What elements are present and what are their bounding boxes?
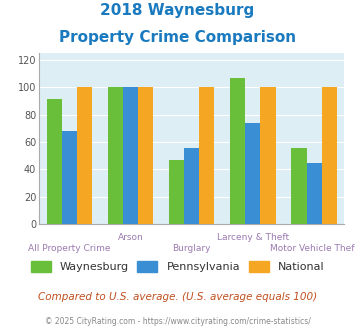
Text: © 2025 CityRating.com - https://www.cityrating.com/crime-statistics/: © 2025 CityRating.com - https://www.city… bbox=[45, 317, 310, 326]
Text: Property Crime Comparison: Property Crime Comparison bbox=[59, 30, 296, 45]
Bar bbox=[138, 87, 153, 224]
Bar bbox=[108, 87, 123, 224]
Bar bbox=[261, 87, 275, 224]
Bar bbox=[245, 123, 261, 224]
Bar bbox=[47, 99, 62, 224]
Bar bbox=[322, 87, 337, 224]
Bar bbox=[306, 163, 322, 224]
Bar bbox=[169, 160, 184, 224]
Bar bbox=[184, 148, 199, 224]
Bar bbox=[230, 78, 245, 224]
Text: Motor Vehicle Theft: Motor Vehicle Theft bbox=[270, 244, 355, 252]
Bar bbox=[123, 87, 138, 224]
Bar bbox=[62, 131, 77, 224]
Text: 2018 Waynesburg: 2018 Waynesburg bbox=[100, 3, 255, 18]
Text: Burglary: Burglary bbox=[173, 244, 211, 252]
Bar bbox=[199, 87, 214, 224]
Legend: Waynesburg, Pennsylvania, National: Waynesburg, Pennsylvania, National bbox=[31, 261, 324, 273]
Text: All Property Crime: All Property Crime bbox=[28, 244, 110, 252]
Bar bbox=[77, 87, 92, 224]
Text: Arson: Arson bbox=[118, 233, 143, 242]
Text: Larceny & Theft: Larceny & Theft bbox=[217, 233, 289, 242]
Bar bbox=[291, 148, 306, 224]
Text: Compared to U.S. average. (U.S. average equals 100): Compared to U.S. average. (U.S. average … bbox=[38, 292, 317, 302]
